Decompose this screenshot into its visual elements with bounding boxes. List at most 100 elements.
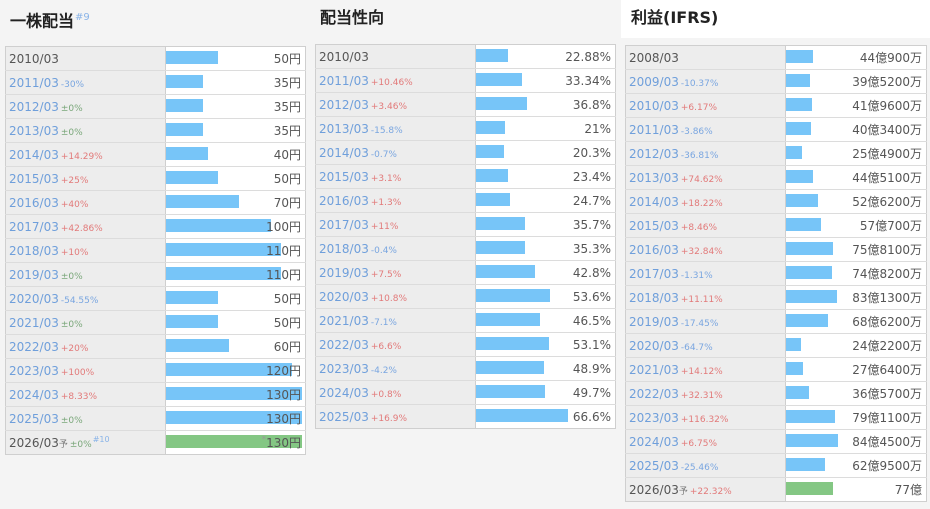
value-bar (786, 458, 825, 471)
year-label[interactable]: 2024/03 (9, 387, 59, 402)
value-text: 57億700万 (859, 219, 922, 233)
year-label[interactable]: 2018/03 (9, 243, 59, 258)
year-label[interactable]: 2011/03 (9, 75, 59, 90)
year-label[interactable]: 2023/03 (319, 361, 369, 376)
year-label[interactable]: 2013/03 (629, 170, 679, 185)
value-text: 24.7% (572, 193, 611, 208)
table-row: 2025/03 ±0% 130円 (5, 406, 306, 431)
value-bar (476, 73, 522, 86)
year-label[interactable]: 2020/03 (9, 291, 59, 306)
value-bar (786, 194, 818, 207)
value-bar (476, 145, 504, 158)
year-label[interactable]: 2015/03 (319, 169, 369, 184)
year-label[interactable]: 2021/03 (9, 315, 59, 330)
year-label[interactable]: 2019/03 (9, 267, 59, 282)
year-label[interactable]: 2012/03 (9, 99, 59, 114)
value-cell: 21% (475, 116, 616, 141)
year-label[interactable]: 2018/03 (629, 290, 679, 305)
year-cell: 2025/03 -25.46% (625, 453, 786, 478)
year-label[interactable]: 2014/03 (629, 194, 679, 209)
year-label[interactable]: 2022/03 (629, 386, 679, 401)
year-label[interactable]: 2017/03 (9, 219, 59, 234)
table-row: 2010/03 50円 (5, 46, 306, 71)
footnote-link[interactable]: #10 (92, 435, 110, 444)
year-label[interactable]: 2020/03 (629, 338, 679, 353)
year-label[interactable]: 2016/03 (9, 195, 59, 210)
value-label: 66.6% (573, 410, 611, 424)
year-label[interactable]: 2015/03 (9, 171, 59, 186)
table-row: 2008/03 44億900万 (625, 45, 927, 70)
year-label[interactable]: 2025/03 (629, 458, 679, 473)
year-label[interactable]: 2019/03 (319, 265, 369, 280)
year-label[interactable]: 2022/03 (9, 339, 59, 354)
year-label[interactable]: 2014/03 (9, 147, 59, 162)
table-row: 2011/03 -3.86% 40億3400万 (625, 117, 927, 142)
year-label[interactable]: 2018/03 (319, 241, 369, 256)
year-label[interactable]: 2013/03 (9, 123, 59, 138)
value-bar (166, 123, 203, 136)
year-label[interactable]: 2012/03 (319, 97, 369, 112)
year-cell: 2026/03予 ±0%#10 (5, 430, 166, 455)
value-text: 39億5200万 (852, 75, 922, 89)
year-label: 2008/03 (629, 50, 679, 65)
year-label[interactable]: 2016/03 (319, 193, 369, 208)
year-label[interactable]: 2022/03 (319, 337, 369, 352)
year-label[interactable]: 2017/03 (629, 266, 679, 281)
year-label[interactable]: 2023/03 (629, 410, 679, 425)
dividend-table: 2010/03 50円 2011/03 -30% 35円 2012/03 ±0% 35円 201… (5, 46, 306, 455)
year-label[interactable]: 2021/03 (629, 362, 679, 377)
value-cell: 75億8100万 (785, 237, 927, 262)
value-bar (166, 291, 218, 304)
value-bar (786, 410, 835, 423)
dividend-title-note[interactable]: #9 (75, 12, 90, 23)
year-label[interactable]: 2015/03 (629, 218, 679, 233)
year-label[interactable]: 2011/03 (629, 122, 679, 137)
year-label[interactable]: 2009/03 (629, 74, 679, 89)
change-label: ±0% (60, 415, 83, 426)
year-cell: 2018/03 +11.11% (625, 285, 786, 310)
year-label[interactable]: 2019/03 (629, 314, 679, 329)
year-label[interactable]: 2016/03 (629, 242, 679, 257)
year-cell: 2014/03 -0.7% (315, 140, 476, 165)
year-cell: 2013/03 -15.8% (315, 116, 476, 141)
value-text: 35.3% (572, 241, 611, 256)
year-label[interactable]: 2014/03 (319, 145, 369, 160)
year-label[interactable]: 2017/03 (319, 217, 369, 232)
value-bar (476, 169, 508, 182)
change-label: -7.1% (370, 317, 397, 328)
payout-title: 配当性向 (320, 8, 385, 27)
change-label: -17.45% (680, 318, 719, 329)
value-text: 60円 (273, 340, 301, 354)
year-label[interactable]: 2011/03 (319, 73, 369, 88)
year-label[interactable]: 2024/03 (629, 434, 679, 449)
value-text: 62億9500万 (852, 459, 922, 473)
change-label: ±0% (60, 319, 83, 330)
year-label[interactable]: 2013/03 (319, 121, 369, 136)
value-cell: 36.8% (475, 92, 616, 117)
change-label: +18.22% (680, 198, 723, 209)
value-text: 83億1300万 (852, 291, 922, 305)
table-row: 2013/03 +74.62% 44億5100万 (625, 165, 927, 190)
value-cell: 50円 (165, 46, 306, 71)
year-cell: 2018/03 +10% (5, 238, 166, 263)
year-label[interactable]: 2025/03 (9, 411, 59, 426)
year-label[interactable]: 2025/03 (319, 409, 369, 424)
value-bar (476, 289, 550, 302)
value-label: 50円 (274, 292, 301, 306)
value-label: 79億1100万 (852, 411, 922, 425)
year-label[interactable]: 2020/03 (319, 289, 369, 304)
year-cell: 2019/03 +7.5% (315, 260, 476, 285)
value-label: 50円 (274, 172, 301, 186)
value-text: 84億4500万 (852, 435, 922, 449)
year-label[interactable]: 2023/03 (9, 363, 59, 378)
value-bar (786, 266, 832, 279)
value-cell: 40円 (165, 142, 306, 167)
year-label[interactable]: 2021/03 (319, 313, 369, 328)
year-label[interactable]: 2012/03 (629, 146, 679, 161)
year-label[interactable]: 2024/03 (319, 385, 369, 400)
year-label[interactable]: 2010/03 (629, 98, 679, 113)
year-cell: 2020/03 +10.8% (315, 284, 476, 309)
value-text: 110円 (266, 268, 301, 282)
change-label: +20% (60, 343, 89, 354)
value-text: 46.5% (572, 313, 611, 328)
